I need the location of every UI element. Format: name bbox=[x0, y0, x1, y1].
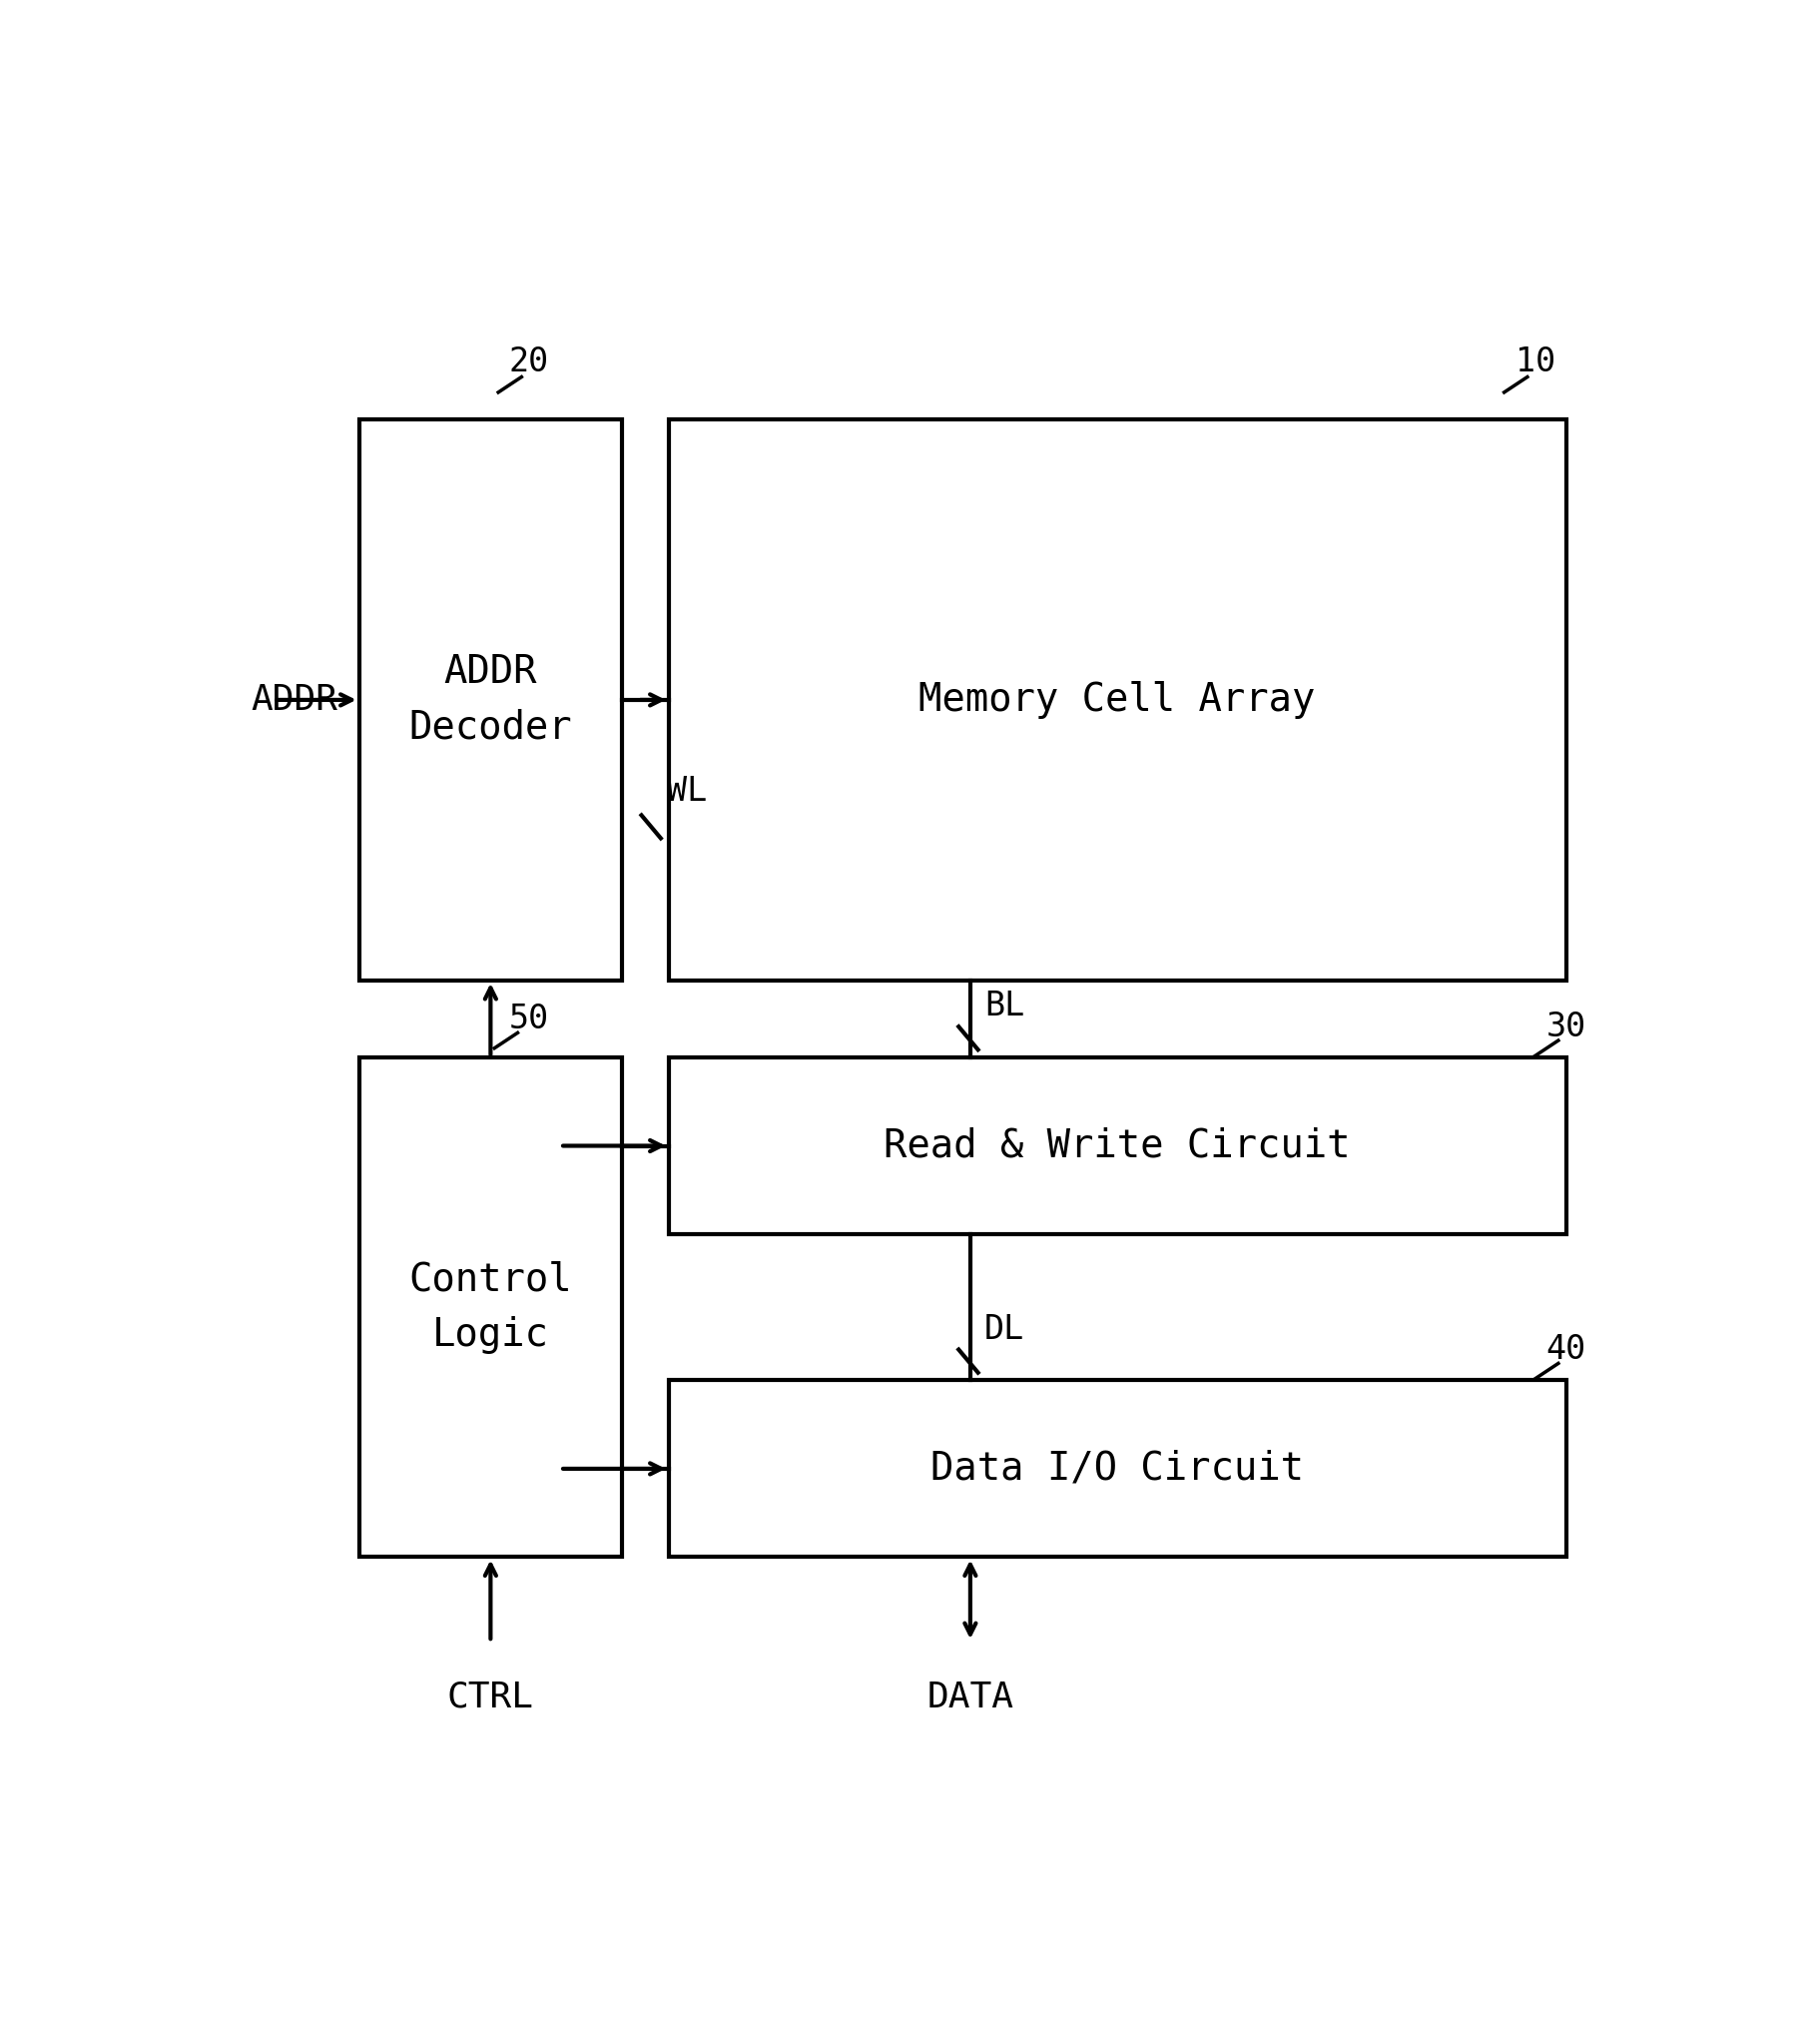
Text: CTRL: CTRL bbox=[448, 1681, 533, 1715]
Text: DL: DL bbox=[985, 1313, 1025, 1345]
Text: Read & Write Circuit: Read & Write Circuit bbox=[885, 1127, 1350, 1166]
Text: 50: 50 bbox=[510, 1002, 550, 1036]
Text: Memory Cell Array: Memory Cell Array bbox=[919, 681, 1316, 719]
Bar bbox=[359, 1056, 622, 1557]
Text: ADDR: ADDR bbox=[251, 683, 337, 717]
Text: ADDR
Decoder: ADDR Decoder bbox=[410, 652, 571, 747]
Bar bbox=[668, 420, 1565, 980]
Text: 20: 20 bbox=[510, 345, 550, 378]
Bar bbox=[668, 1380, 1565, 1557]
Text: Data I/O Circuit: Data I/O Circuit bbox=[930, 1450, 1303, 1487]
Text: 10: 10 bbox=[1514, 345, 1554, 378]
Text: Control
Logic: Control Logic bbox=[410, 1260, 571, 1353]
Text: BL: BL bbox=[985, 990, 1025, 1022]
Bar bbox=[668, 1056, 1565, 1234]
Text: DATA: DATA bbox=[926, 1681, 1014, 1715]
Bar bbox=[359, 420, 622, 980]
Text: 30: 30 bbox=[1545, 1010, 1587, 1042]
Text: 40: 40 bbox=[1545, 1333, 1587, 1366]
Text: WL: WL bbox=[666, 774, 708, 808]
